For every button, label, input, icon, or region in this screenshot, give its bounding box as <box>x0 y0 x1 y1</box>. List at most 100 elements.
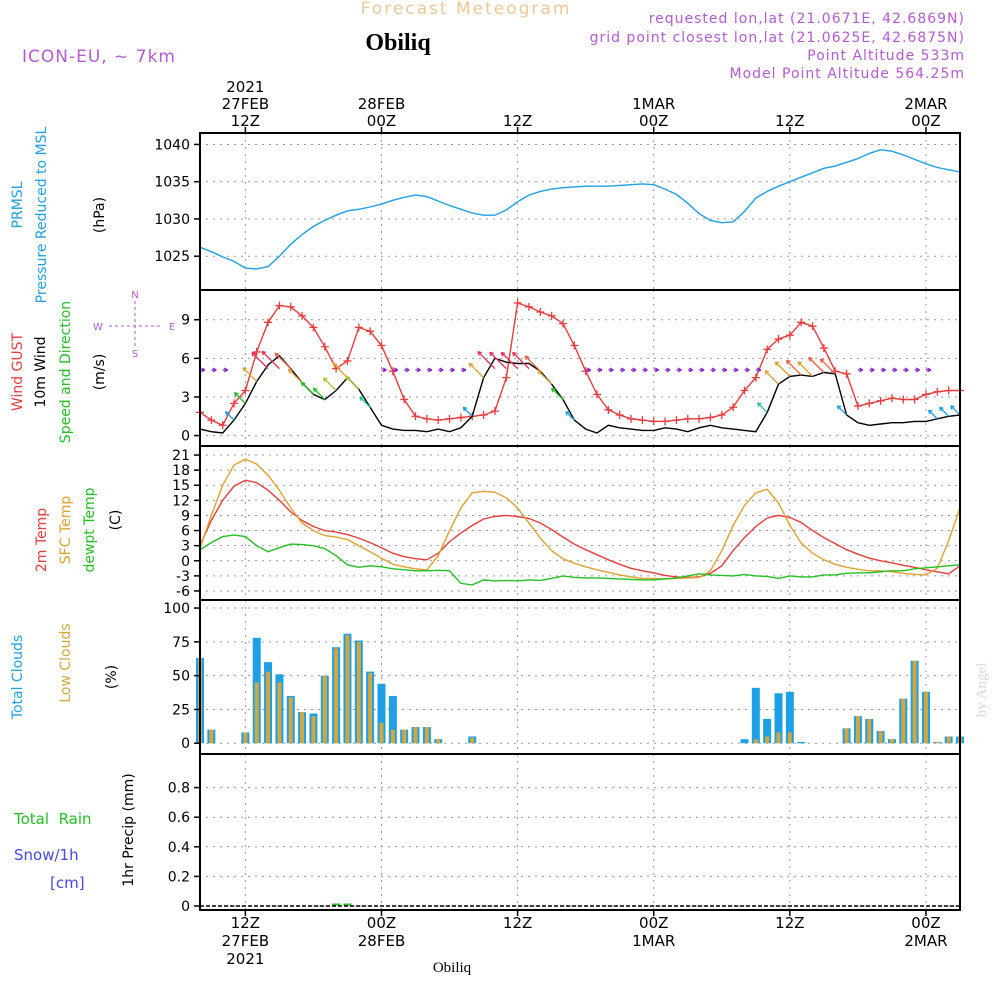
wind-arrow-head <box>524 355 530 361</box>
wind-arrow-head <box>462 406 468 412</box>
ytick-label-temperature-2: 0 <box>181 554 190 570</box>
wind-direction-arrow <box>261 350 280 370</box>
wind-arrow-head <box>904 367 909 373</box>
wind-arrow-head <box>756 402 762 407</box>
series-line-sfc-temp <box>199 458 961 580</box>
top-hour-label: 00Z <box>911 112 940 130</box>
wind-direction-arrow <box>312 387 326 400</box>
wind-arrow-head <box>620 367 626 373</box>
wind-direction-arrow <box>233 391 246 404</box>
gust-marker <box>740 386 749 395</box>
compass-n: N <box>131 290 138 301</box>
gust-marker <box>933 387 942 396</box>
compass-rose: N S W E <box>93 290 175 360</box>
grid-layer <box>206 133 960 910</box>
wind-arrow-head <box>836 405 842 410</box>
bottom-hour-label: 00Z <box>639 914 668 932</box>
low-cloud-bar <box>254 682 259 744</box>
gust-marker <box>853 401 862 410</box>
wind-arrow-head <box>500 351 506 357</box>
grid-point-coords: grid point closest lon,lat (21.0625E, 42… <box>590 30 965 46</box>
wind-direction-arrow <box>585 367 591 373</box>
ytick-label-temperature-3: 3 <box>181 539 190 555</box>
ytick-label-temperature-4: 6 <box>181 524 190 540</box>
wind-direction-arrow <box>224 411 235 421</box>
low-cloud-bar <box>901 698 906 744</box>
cloud-axis-title: Total Clouds Low Clouds (%) <box>10 623 120 720</box>
wind-arrow-head <box>287 368 293 374</box>
gust-marker <box>604 405 613 414</box>
wind-direction-arrow <box>392 367 399 373</box>
low-cloud-bar <box>334 648 339 744</box>
low-cloud-bar <box>288 697 293 744</box>
wind-arrow-shaft <box>359 396 371 408</box>
wind-arrow-shaft <box>261 350 280 370</box>
wind-arrow-head <box>688 367 694 373</box>
temp-units: (C) <box>108 510 124 531</box>
compass-w: W <box>93 322 103 333</box>
wind-arrow-shaft <box>808 357 825 373</box>
wind-direction-arrow <box>468 362 485 379</box>
snow-legend: Snow/1h <box>14 846 79 864</box>
low-cloud-bar <box>300 712 305 744</box>
panel-frame-temperature <box>199 445 961 601</box>
wind-direction-arrow <box>699 367 705 373</box>
wind-direction-arrow <box>836 405 848 416</box>
wind-arrow-shaft <box>500 351 519 370</box>
gust-marker <box>377 341 386 350</box>
wind-direction-arrow <box>676 367 682 373</box>
location-title: Obiliq <box>365 30 431 56</box>
wind-arrow-head <box>345 375 351 381</box>
temp2m-label: 2m Temp <box>34 508 50 572</box>
wind-direction-arrow <box>939 406 950 417</box>
wind-direction-arrow <box>764 370 779 385</box>
low-cloud-bar <box>379 722 384 744</box>
gust-marker <box>627 414 636 423</box>
wind-direction-arrow <box>345 375 360 390</box>
low-cloud-bar <box>867 718 872 744</box>
low-cloud-bar <box>356 641 361 744</box>
low-cloud-bar <box>889 739 894 744</box>
low-cloud-bar <box>243 732 248 744</box>
wind-arrow-shaft <box>757 402 768 413</box>
wind-direction-arrow <box>756 402 768 413</box>
ytick-label-precipitation-2: 0.4 <box>168 840 190 856</box>
series-line-dewpt-temp <box>199 534 961 586</box>
ytick-label-clouds-3: 75 <box>172 635 190 651</box>
wind-arrow-shaft <box>323 377 337 391</box>
footer-location: Obiliq <box>433 960 472 976</box>
low-cloud-bar <box>855 716 860 744</box>
requested-coords: requested lon,lat (21.0671E, 42.6869N) <box>649 11 965 27</box>
gust-marker <box>729 403 738 412</box>
credit-watermark: by Angel <box>974 663 990 718</box>
wind-direction-arrow <box>710 367 716 373</box>
ytick-label-wind-2: 6 <box>181 351 190 367</box>
wind-direction-arrow <box>404 367 410 373</box>
wind-direction-arrow <box>665 367 671 373</box>
low-cloud-bar <box>209 729 214 744</box>
wind-direction-arrow <box>819 358 836 375</box>
wind-arrow-head <box>586 367 591 373</box>
wind-direction-arrow <box>449 367 455 373</box>
wind-direction-arrow <box>880 367 886 373</box>
gust-marker <box>275 301 284 310</box>
wind-direction-arrow <box>512 351 530 370</box>
gust-marker <box>434 416 443 425</box>
wind10-label: 10m Wind <box>33 336 49 407</box>
wind-direction-arrow <box>287 368 303 384</box>
temp-axis-title: 2m Temp SFC Temp dewpt Temp (C) <box>34 487 124 572</box>
total-cloud-bar <box>751 687 760 744</box>
wind-arrow-head <box>927 367 932 373</box>
wind-direction-arrow <box>537 370 553 385</box>
series-line-wind-gust <box>199 302 960 427</box>
top-hour-label: 12Z <box>231 112 260 130</box>
gust-marker <box>615 410 624 419</box>
wind-direction-arrow <box>251 351 269 370</box>
ytick-label-clouds-0: 0 <box>181 736 190 752</box>
low-cloud-bar <box>844 728 849 744</box>
wind-direction-arrow <box>438 367 444 373</box>
bottom-date-label: 27FEB <box>222 932 269 950</box>
wind-arrow-head <box>274 352 280 358</box>
wind-arrow-head <box>251 351 256 357</box>
gust-marker <box>558 319 567 328</box>
